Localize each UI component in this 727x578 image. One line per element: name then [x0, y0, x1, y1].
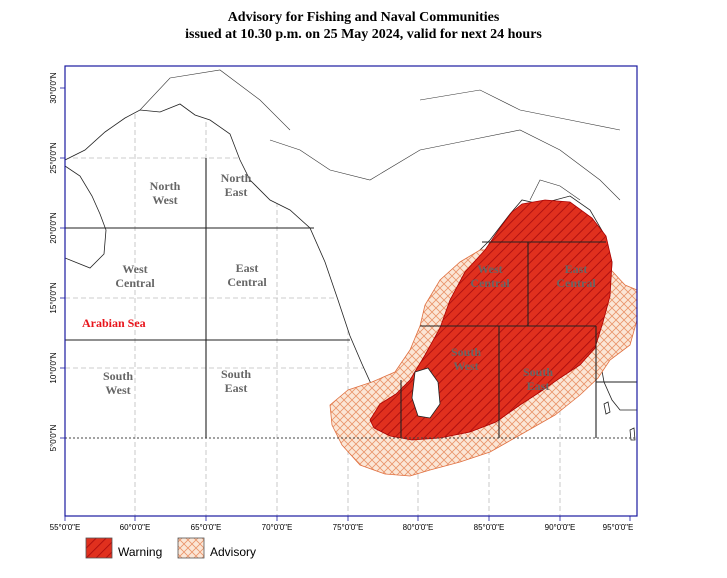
legend-advisory-swatch — [177, 537, 205, 559]
region-label-bay-south-east: South East — [523, 365, 553, 393]
lat-tick-label: 30°0'0"N — [49, 72, 58, 103]
lat-tick-label: 25°0'0"N — [49, 142, 58, 173]
region-label-south-east: South East — [221, 367, 251, 395]
region-label-west-central: West Central — [115, 262, 155, 290]
lon-tick-label: 90°0'0"E — [545, 523, 576, 532]
lat-tick-label: 5°0'0"N — [49, 424, 58, 451]
region-label-north-east: North East — [221, 171, 252, 199]
map-subtitle: issued at 10.30 p.m. on 25 May 2024, val… — [185, 27, 542, 42]
lat-tick-label: 15°0'0"N — [49, 282, 58, 313]
tick-marks — [60, 87, 631, 521]
sri-lanka-overlay — [411, 367, 441, 419]
region-label-south-west: South West — [103, 369, 133, 397]
lon-tick-label: 95°0'0"E — [603, 523, 634, 532]
sea-area-boundaries — [65, 158, 637, 438]
lon-tick-label: 65°0'0"E — [191, 523, 222, 532]
map-title: Advisory for Fishing and Naval Communiti… — [227, 10, 500, 25]
lon-tick-label: 60°0'0"E — [120, 523, 151, 532]
map-border — [64, 65, 638, 517]
region-label-bay-east-central: East Central — [556, 262, 596, 290]
lat-tick-label: 20°0'0"N — [49, 212, 58, 243]
lat-tick-label: 10°0'0"N — [49, 352, 58, 383]
borders — [139, 69, 621, 201]
lon-tick-label: 80°0'0"E — [403, 523, 434, 532]
region-label-east-central: East Central — [227, 261, 267, 289]
region-label-bay-west-central: West Central — [470, 262, 510, 290]
region-label-north-west: North West — [150, 179, 181, 207]
lon-tick-label: 75°0'0"E — [333, 523, 364, 532]
lon-tick-label: 55°0'0"E — [50, 523, 81, 532]
legend-advisory-label: Advisory — [210, 545, 257, 559]
lon-tick-label: 70°0'0"E — [262, 523, 293, 532]
sea-label-arabian-sea: Arabian Sea — [82, 316, 146, 330]
region-label-bay-south-west: South West — [451, 345, 481, 373]
legend-warning-label: Warning — [118, 545, 163, 559]
legend-warning-swatch — [85, 537, 113, 559]
lon-tick-label: 85°0'0"E — [474, 523, 505, 532]
